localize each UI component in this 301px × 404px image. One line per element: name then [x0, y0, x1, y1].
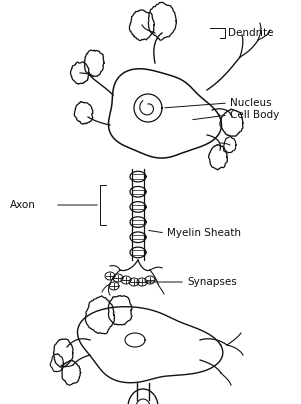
Text: Dendrite: Dendrite	[228, 28, 274, 38]
Text: Nucleus: Nucleus	[230, 98, 272, 108]
Text: Axon: Axon	[10, 200, 36, 210]
Text: Synapses: Synapses	[187, 277, 237, 287]
Text: Cell Body: Cell Body	[230, 110, 279, 120]
Text: Myelin Sheath: Myelin Sheath	[167, 228, 241, 238]
